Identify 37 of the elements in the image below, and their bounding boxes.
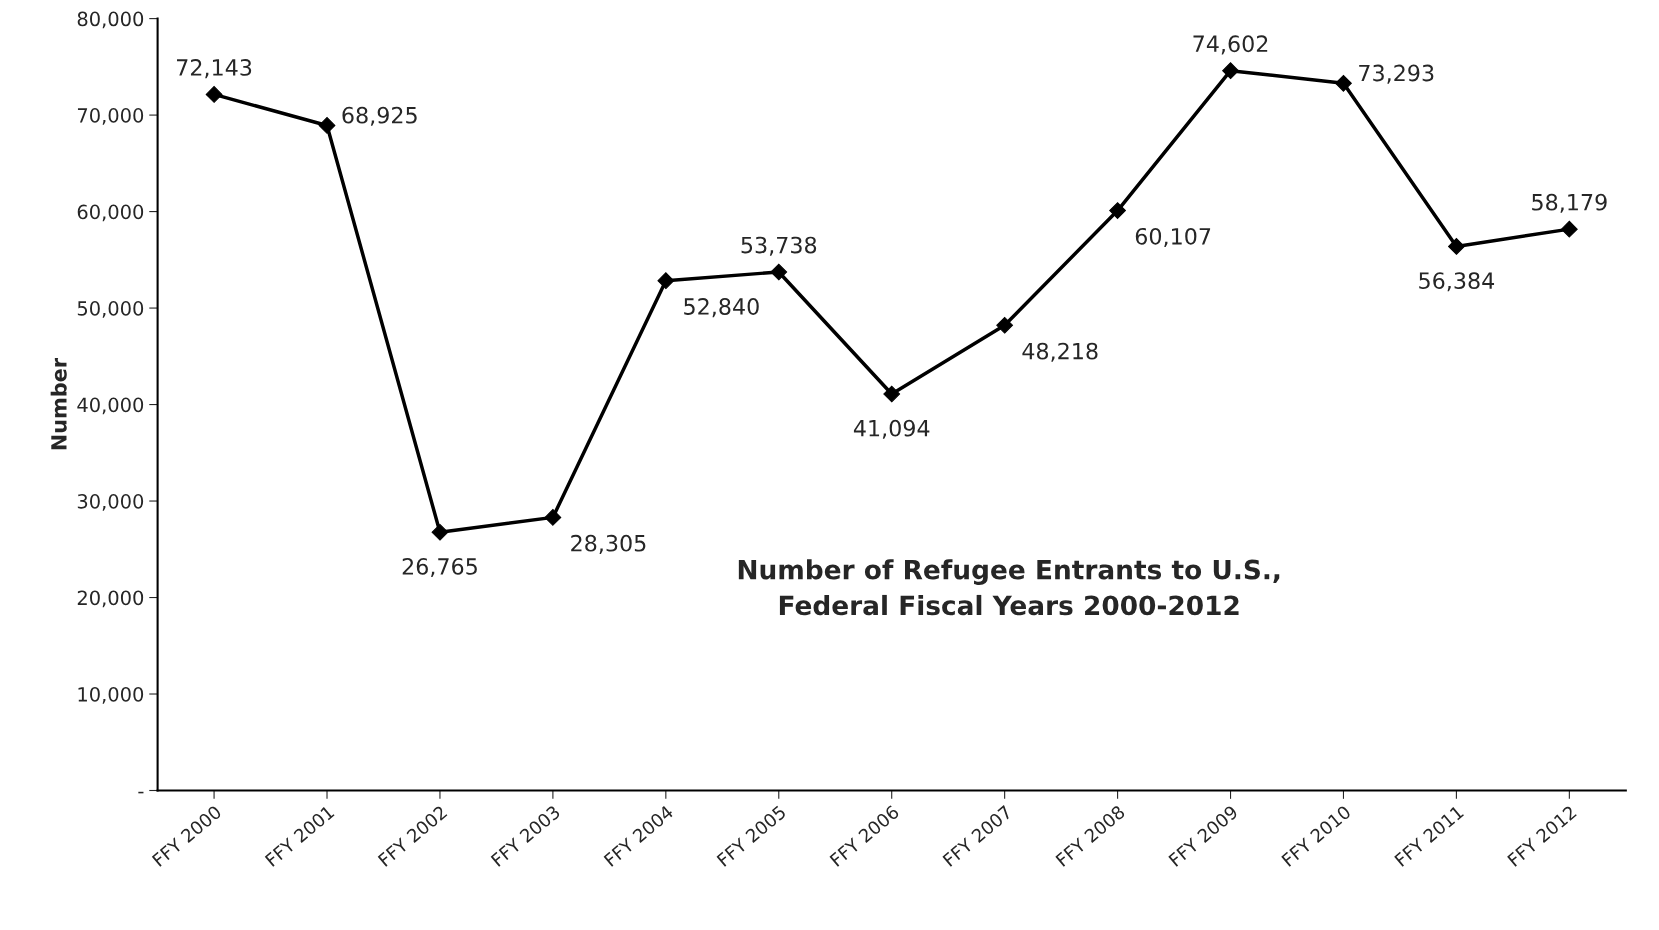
data-label: 52,840 [684, 298, 759, 318]
data-label: 58,179 [1532, 193, 1607, 213]
y-tick-label: 40,000 [77, 397, 144, 415]
point [1560, 220, 1578, 238]
y-tick-label: 30,000 [77, 493, 144, 511]
point [996, 316, 1014, 334]
point [770, 263, 788, 281]
text: Number of Refugee Entrants to U.S., Federal Fiscal Years 2000-2012 [738, 559, 1280, 616]
data-label: 41,094 [853, 419, 930, 439]
point [657, 272, 675, 290]
data-label: 26,765 [402, 558, 477, 578]
y-tick-label: 80,000 [77, 11, 144, 29]
point [544, 509, 562, 526]
data-label: 72,143 [177, 59, 252, 79]
point [1335, 74, 1352, 92]
point [318, 117, 336, 134]
y-tick-label: 60,000 [77, 204, 144, 222]
data-label: 73,293 [1359, 64, 1434, 84]
data-label: 53,738 [741, 236, 817, 256]
point [431, 523, 449, 541]
y-axis-title: Number [50, 357, 67, 450]
data-label: 28,305 [571, 534, 646, 554]
y-tick-label: 50,000 [77, 301, 144, 318]
y-tick-label: - [138, 791, 144, 794]
data-label: 74,602 [1193, 35, 1268, 55]
data-label: 56,384 [1419, 272, 1495, 292]
y-tick-label: 10,000 [78, 686, 144, 704]
y-tick-label: 70,000 [77, 108, 144, 125]
point [1222, 62, 1239, 80]
data-label: 48,218 [1022, 342, 1098, 362]
data-label: 60,107 [1135, 227, 1211, 248]
point [883, 385, 901, 403]
point [1109, 202, 1126, 219]
y-tick-label: 20,000 [77, 590, 144, 608]
data-label: 68,925 [342, 106, 417, 126]
point [1448, 238, 1465, 255]
point [205, 86, 223, 103]
